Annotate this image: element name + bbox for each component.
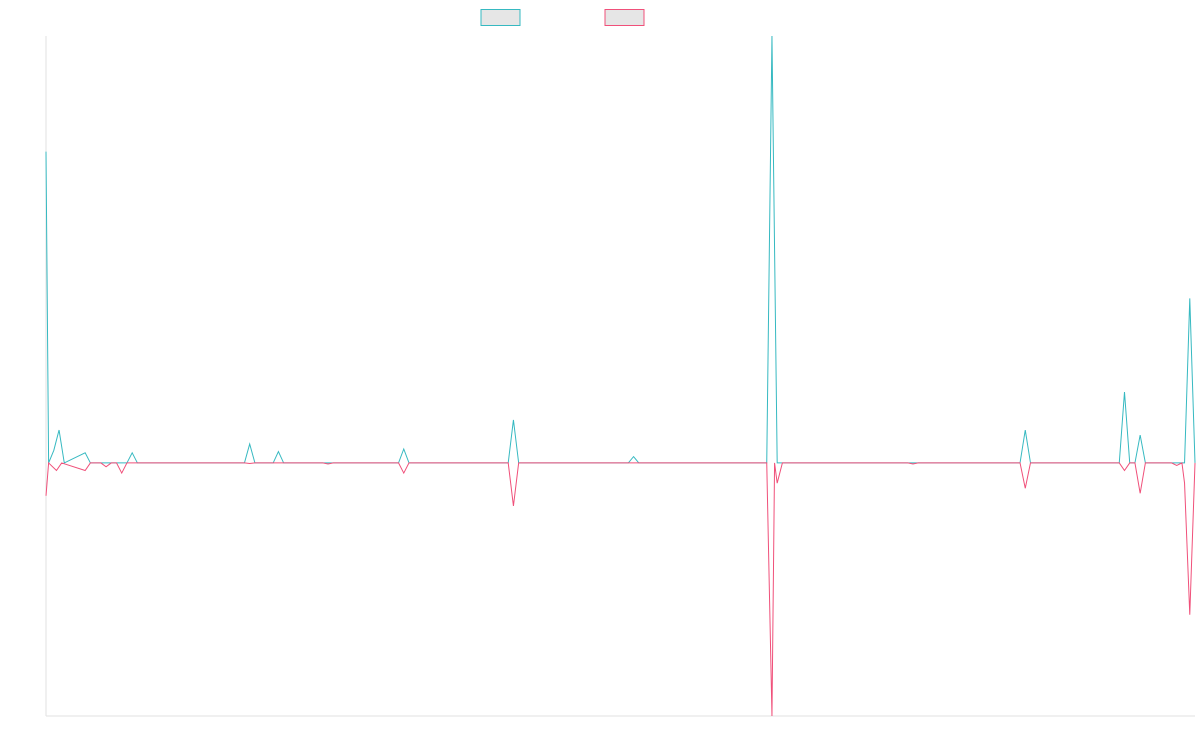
legend-swatch-2 bbox=[604, 9, 645, 26]
series-layer bbox=[45, 35, 1196, 717]
legend bbox=[480, 9, 645, 26]
axes bbox=[45, 36, 1195, 717]
legend-swatch-1 bbox=[480, 9, 521, 26]
series-line-2 bbox=[45, 461, 1196, 717]
series-line-1 bbox=[45, 35, 1196, 464]
